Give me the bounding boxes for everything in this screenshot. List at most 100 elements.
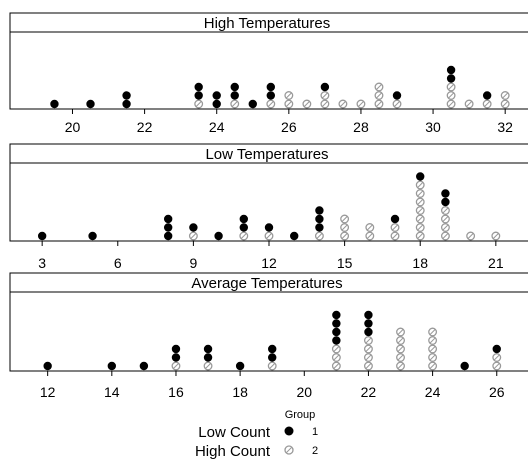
panel-2: Low Temperatures 3 6 9 12 15 18 21 [9,143,528,271]
panel-title: High Temperatures [204,15,330,32]
dot-low-count [122,91,131,100]
dot-low-count [482,91,492,100]
dot-low-count [235,361,245,371]
dot-low-count [441,189,450,198]
dot-high-count [230,99,240,109]
dot-low-count [171,344,181,354]
dot-low-count [315,206,324,215]
dot-high-count [396,353,405,362]
dot-high-count [365,231,375,241]
dot-high-count [390,231,400,241]
panel-title: Low Temperatures [205,146,328,163]
dot-low-count [86,99,95,109]
dot-high-count [320,99,330,109]
x-tick-label: 32 [497,119,513,135]
dot-low-count [122,99,131,109]
dot-low-count [416,172,425,181]
dot-low-count [268,353,277,362]
dot-low-count [171,353,181,362]
x-tick-label: 24 [425,384,441,400]
x-tick-label: 9 [189,255,197,271]
dot-low-count [88,231,97,241]
x-tick-label: 12 [261,255,277,271]
dot-high-count [302,99,312,109]
dot-high-count [428,361,438,371]
dot-low-count [364,310,373,320]
dot-high-count [446,82,456,92]
dot-low-count [189,223,198,232]
x-tick-label: 20 [296,384,312,400]
dot-low-count [50,99,59,109]
dot-high-count [446,91,456,100]
dot-low-count [264,223,274,232]
dot-low-count [37,231,47,241]
dot-low-count [43,361,52,371]
dot-high-count [171,361,181,371]
dot-high-count [396,344,405,354]
dot-high-count [363,361,373,371]
dot-high-count [428,353,438,362]
dot-high-count [415,223,425,232]
dot-high-count [203,361,213,371]
dot-high-count [188,231,198,241]
dot-high-count [284,91,294,100]
dot-low-count [212,91,221,100]
panel-title: Average Temperatures [191,275,342,292]
dot-high-count [374,99,384,109]
dot-low-count [203,353,213,362]
dot-high-count [314,231,324,241]
x-tick-label: 12 [40,384,56,400]
dot-low-count [446,74,456,83]
legend-group-2: 2 [312,445,318,457]
dot-low-count [446,65,456,75]
x-tick-label: 28 [353,119,369,135]
x-tick-label: 18 [232,384,248,400]
dot-high-count [396,327,405,337]
x-tick-label: 26 [281,119,297,135]
dot-high-count [500,91,510,100]
dot-low-count [460,361,469,371]
dot-high-count [492,353,502,362]
dot-high-count [440,214,450,224]
dot-high-count [392,99,402,109]
dot-high-count [428,336,438,345]
dot-low-count [315,223,324,232]
dot-high-count [284,99,294,109]
x-tick-label: 15 [337,255,353,271]
legend-group-1: 1 [312,426,318,438]
dot-high-count [415,189,425,198]
dot-low-count [163,231,173,241]
dot-low-count [332,310,341,320]
dot-high-count [320,91,330,100]
dot-low-count [230,82,239,92]
dot-low-count [239,223,248,232]
dot-high-count [428,327,438,337]
dot-low-count [364,319,373,328]
dot-high-count [363,353,373,362]
x-tick-label: 22 [137,119,153,135]
dot-high-count [239,231,249,241]
dot-low-count [163,223,173,232]
dot-low-count [107,361,117,371]
dot-high-count [264,231,274,241]
dot-low-count [266,82,276,92]
panel-frame [9,12,528,110]
dot-high-count [363,336,373,345]
dot-high-count [415,180,425,190]
dot-high-count [500,99,510,109]
dot-high-count [482,99,492,109]
dot-low-count [441,197,450,207]
legend-marker-low-count [284,426,294,436]
dot-high-count [365,223,375,232]
dot-high-count [374,82,384,92]
dot-high-count [466,231,476,241]
dot-high-count [267,361,277,371]
dot-high-count [415,197,425,207]
dot-high-count [491,231,501,241]
dot-high-count [340,214,350,224]
dot-high-count [415,214,425,224]
dot-low-count [239,214,248,224]
x-tick-label: 6 [114,255,122,271]
dot-high-count [331,361,341,371]
dot-low-count [392,91,402,100]
